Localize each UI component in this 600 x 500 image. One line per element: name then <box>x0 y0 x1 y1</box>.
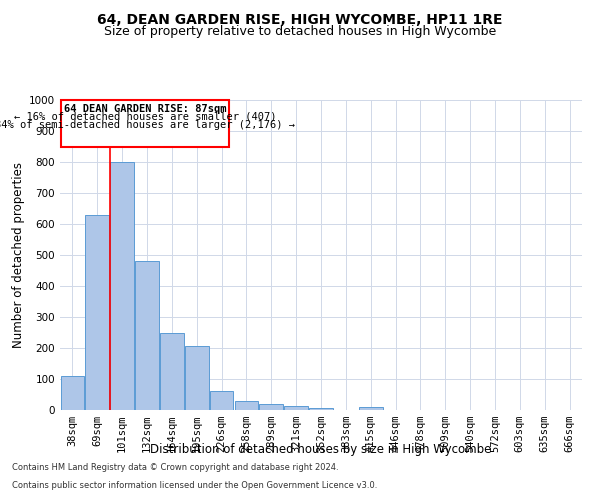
Bar <box>359 407 383 410</box>
Y-axis label: Number of detached properties: Number of detached properties <box>12 162 25 348</box>
Bar <box>135 261 159 410</box>
Text: Contains HM Land Registry data © Crown copyright and database right 2024.: Contains HM Land Registry data © Crown c… <box>12 464 338 472</box>
Text: Distribution of detached houses by size in High Wycombe: Distribution of detached houses by size … <box>151 442 491 456</box>
Text: Contains public sector information licensed under the Open Government Licence v3: Contains public sector information licen… <box>12 481 377 490</box>
Bar <box>85 214 109 410</box>
FancyBboxPatch shape <box>61 100 229 147</box>
Text: ← 16% of detached houses are smaller (407): ← 16% of detached houses are smaller (40… <box>14 112 277 122</box>
Bar <box>235 402 258 410</box>
Bar <box>110 162 134 410</box>
Text: 64 DEAN GARDEN RISE: 87sqm: 64 DEAN GARDEN RISE: 87sqm <box>64 104 226 114</box>
Text: Size of property relative to detached houses in High Wycombe: Size of property relative to detached ho… <box>104 25 496 38</box>
Text: 84% of semi-detached houses are larger (2,176) →: 84% of semi-detached houses are larger (… <box>0 120 295 130</box>
Bar <box>210 392 233 410</box>
Bar <box>284 406 308 410</box>
Bar <box>309 408 333 410</box>
Bar <box>185 346 209 410</box>
Text: 64, DEAN GARDEN RISE, HIGH WYCOMBE, HP11 1RE: 64, DEAN GARDEN RISE, HIGH WYCOMBE, HP11… <box>97 12 503 26</box>
Bar <box>160 332 184 410</box>
Bar <box>259 404 283 410</box>
Bar <box>61 376 84 410</box>
